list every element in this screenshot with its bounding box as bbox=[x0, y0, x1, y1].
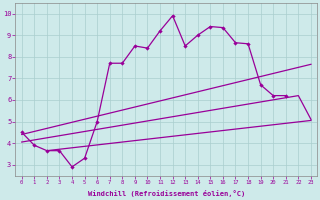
X-axis label: Windchill (Refroidissement éolien,°C): Windchill (Refroidissement éolien,°C) bbox=[88, 190, 245, 197]
